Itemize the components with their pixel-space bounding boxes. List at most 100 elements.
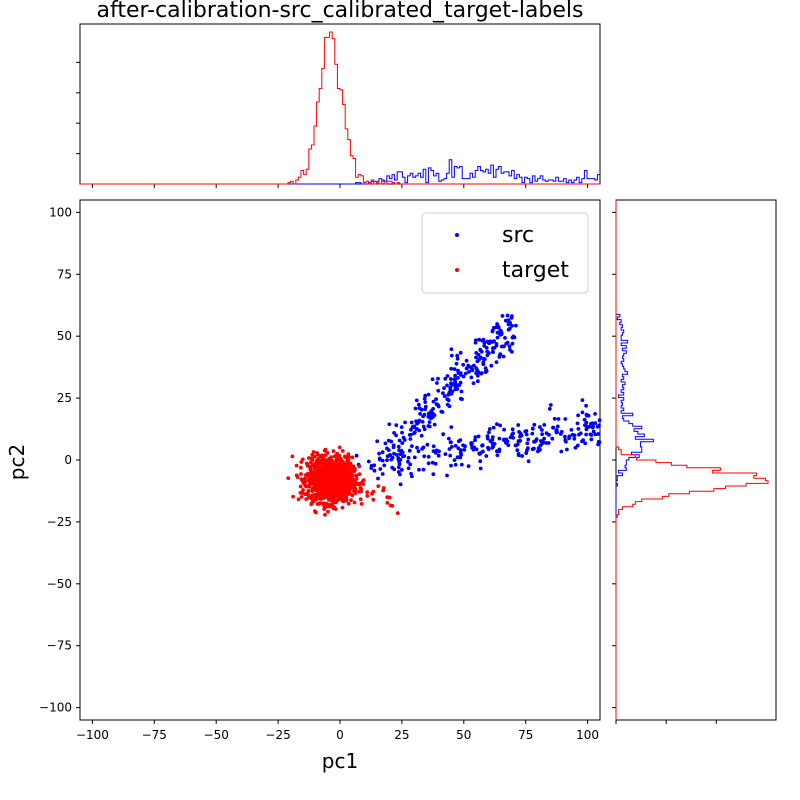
src-point <box>431 415 435 419</box>
target-point <box>294 463 299 468</box>
target-point <box>313 496 318 501</box>
src-point <box>409 427 413 432</box>
src-point <box>376 476 380 481</box>
src-point <box>431 407 435 411</box>
src-point <box>481 360 486 365</box>
src-point <box>452 458 457 462</box>
src-point <box>434 397 438 401</box>
target-point <box>323 489 328 494</box>
src-point <box>548 403 553 407</box>
src-point <box>504 341 509 346</box>
src-point <box>573 445 578 450</box>
src-point <box>462 447 467 452</box>
y-tick-label: −50 <box>47 577 72 591</box>
src-point <box>458 450 463 455</box>
target-point <box>354 476 359 481</box>
src-point <box>489 363 494 368</box>
src-point <box>503 318 508 323</box>
target-point <box>341 491 345 496</box>
src-point <box>397 448 401 453</box>
src-point <box>565 447 569 452</box>
src-point <box>431 444 436 449</box>
src-point <box>526 437 531 442</box>
target-point <box>306 489 311 493</box>
y-tick-label: −100 <box>39 701 72 715</box>
target-point <box>311 450 316 454</box>
src-point <box>409 420 414 425</box>
src-point <box>584 432 588 437</box>
src-point <box>588 432 593 437</box>
y-tick-label: 50 <box>57 329 72 343</box>
target-point <box>318 470 322 475</box>
src-point <box>435 381 439 385</box>
src-point <box>478 459 483 464</box>
src-point <box>458 396 463 401</box>
target-point <box>352 500 357 505</box>
src-point <box>448 385 453 390</box>
src-point <box>378 467 383 471</box>
src-point <box>413 430 417 435</box>
src-point <box>473 438 477 443</box>
target-point <box>338 480 343 485</box>
src-point <box>459 462 464 467</box>
target-point <box>334 459 339 463</box>
target-point <box>315 451 319 455</box>
target-point <box>338 490 342 495</box>
src-point <box>385 458 389 462</box>
src-point <box>510 432 514 437</box>
src-point <box>473 435 478 439</box>
src-point <box>442 386 446 390</box>
target-point <box>371 489 376 494</box>
src-point <box>431 472 436 477</box>
src-point <box>440 410 445 414</box>
x-tick-label: 50 <box>456 728 471 742</box>
src-point <box>426 454 431 459</box>
src-point <box>555 424 560 429</box>
src-point <box>486 447 491 452</box>
src-point <box>547 407 552 411</box>
src-point <box>576 413 580 418</box>
src-point <box>558 432 563 436</box>
y-tick-label: 100 <box>49 205 72 219</box>
src-point <box>475 373 480 378</box>
src-point <box>538 425 542 429</box>
src-point <box>445 383 449 388</box>
src-point <box>398 472 402 477</box>
src-point <box>510 341 515 346</box>
src-point <box>414 398 419 403</box>
src-point <box>453 385 458 390</box>
src-point <box>397 462 402 467</box>
src-point <box>471 447 476 452</box>
target-point <box>310 463 315 468</box>
src-point <box>403 420 407 425</box>
target-point <box>310 477 314 481</box>
target-point <box>330 479 335 484</box>
scatter-points <box>286 313 602 517</box>
src-point <box>449 353 454 358</box>
src-point <box>542 423 547 427</box>
src-point <box>591 424 595 429</box>
target-point <box>346 452 351 457</box>
src-point <box>420 419 425 424</box>
src-point <box>503 336 507 340</box>
target-point <box>344 475 349 479</box>
src-point <box>396 465 401 470</box>
target-point <box>356 482 360 486</box>
src-point <box>489 439 494 443</box>
src-point <box>495 322 499 326</box>
src-point <box>426 461 431 466</box>
src-point <box>475 359 480 364</box>
src-point <box>589 437 594 442</box>
src-point <box>458 438 463 443</box>
target-point <box>299 465 303 470</box>
src-point <box>591 429 596 434</box>
legend-marker-src <box>455 233 459 237</box>
y-axis-ticks: −100 −75 −50 −25 0 25 50 75 100 <box>39 205 80 715</box>
src-point <box>430 460 435 465</box>
src-point <box>577 432 581 437</box>
target-point <box>314 459 319 463</box>
target-histogram-y <box>615 200 769 720</box>
src-point <box>517 430 521 434</box>
target-point <box>357 472 362 476</box>
src-point <box>417 467 421 472</box>
